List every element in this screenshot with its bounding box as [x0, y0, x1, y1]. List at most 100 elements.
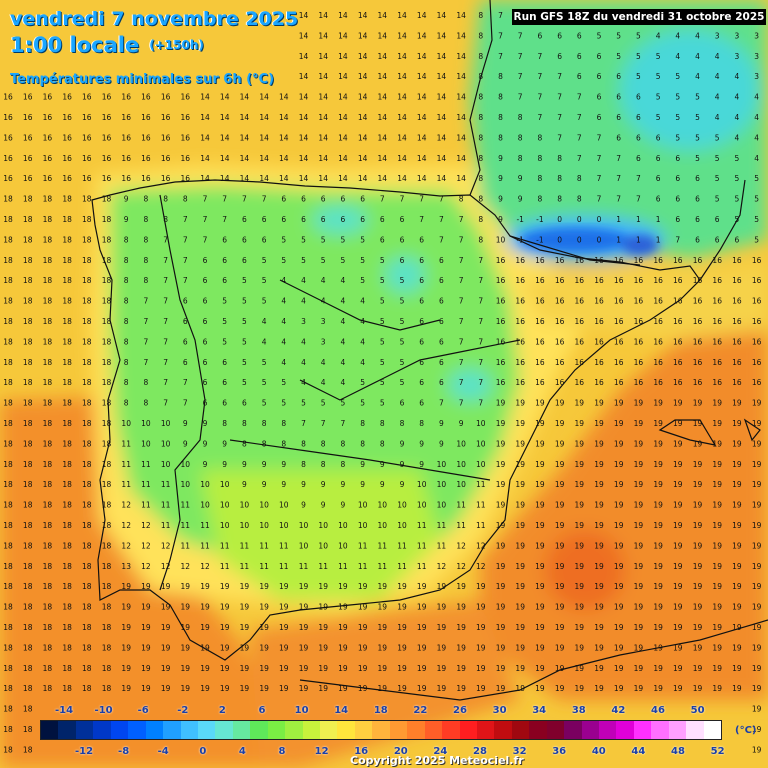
- svg-text:19: 19: [752, 623, 762, 632]
- svg-text:16: 16: [82, 154, 92, 163]
- svg-text:7: 7: [597, 195, 602, 204]
- svg-text:8: 8: [400, 419, 405, 428]
- svg-text:6: 6: [675, 174, 680, 183]
- svg-text:19: 19: [653, 643, 663, 652]
- svg-text:6: 6: [281, 195, 286, 204]
- svg-text:14: 14: [437, 72, 447, 81]
- svg-text:18: 18: [43, 562, 53, 571]
- svg-text:18: 18: [62, 623, 72, 632]
- svg-text:11: 11: [358, 541, 368, 550]
- svg-text:7: 7: [163, 337, 168, 346]
- color-swatch: [616, 721, 634, 739]
- svg-text:14: 14: [259, 113, 269, 122]
- scale-label-lower: 0: [199, 746, 207, 757]
- svg-text:16: 16: [23, 93, 33, 102]
- scale-label-upper: 46: [651, 705, 665, 716]
- svg-text:7: 7: [144, 297, 149, 306]
- svg-text:6: 6: [636, 113, 641, 122]
- svg-text:11: 11: [279, 541, 289, 550]
- svg-text:18: 18: [82, 603, 92, 612]
- svg-text:10: 10: [358, 501, 368, 510]
- field-title: Températures minimales sur 6h (°C): [10, 72, 275, 87]
- svg-text:6: 6: [222, 378, 227, 387]
- svg-text:6: 6: [341, 195, 346, 204]
- color-swatch: [529, 721, 547, 739]
- svg-text:18: 18: [62, 521, 72, 530]
- temperature-values-overlay: 14 14 14 14 14 14 14 14 14 8 714 14 14 14 14 14 14 14 14 8 7…: [3, 11, 761, 754]
- svg-text:16: 16: [752, 256, 762, 265]
- svg-text:19: 19: [161, 643, 171, 652]
- svg-text:1: 1: [616, 215, 621, 224]
- svg-text:16: 16: [575, 358, 585, 367]
- svg-text:19: 19: [515, 541, 525, 550]
- svg-text:14: 14: [299, 133, 309, 142]
- svg-text:19: 19: [732, 582, 742, 591]
- svg-text:18: 18: [43, 439, 53, 448]
- svg-text:19: 19: [181, 684, 191, 693]
- svg-text:16: 16: [614, 256, 624, 265]
- color-swatch: [407, 721, 425, 739]
- svg-text:18: 18: [23, 399, 33, 408]
- svg-text:16: 16: [535, 317, 545, 326]
- svg-text:18: 18: [3, 643, 13, 652]
- svg-text:19: 19: [437, 643, 447, 652]
- svg-text:18: 18: [62, 562, 72, 571]
- svg-text:6: 6: [203, 337, 208, 346]
- svg-text:18: 18: [23, 419, 33, 428]
- svg-text:8: 8: [360, 419, 365, 428]
- svg-text:18: 18: [102, 603, 112, 612]
- svg-text:18: 18: [23, 195, 33, 204]
- svg-text:5: 5: [656, 93, 661, 102]
- svg-text:6: 6: [419, 358, 424, 367]
- svg-text:6: 6: [616, 133, 621, 142]
- svg-text:18: 18: [82, 256, 92, 265]
- svg-text:19: 19: [515, 603, 525, 612]
- svg-text:18: 18: [3, 562, 13, 571]
- svg-text:19: 19: [653, 541, 663, 550]
- svg-text:18: 18: [43, 480, 53, 489]
- svg-text:16: 16: [43, 174, 53, 183]
- svg-text:19: 19: [161, 664, 171, 673]
- svg-text:19: 19: [653, 399, 663, 408]
- svg-text:4: 4: [301, 297, 306, 306]
- svg-text:16: 16: [752, 297, 762, 306]
- svg-text:6: 6: [419, 399, 424, 408]
- local-time: 1:00 locale: [10, 33, 140, 57]
- svg-text:19: 19: [456, 684, 466, 693]
- svg-text:16: 16: [693, 256, 703, 265]
- svg-text:19: 19: [673, 501, 683, 510]
- svg-text:11: 11: [397, 562, 407, 571]
- svg-text:7: 7: [478, 256, 483, 265]
- svg-text:19: 19: [437, 582, 447, 591]
- svg-text:19: 19: [693, 521, 703, 530]
- svg-text:19: 19: [594, 541, 604, 550]
- svg-text:19: 19: [338, 684, 348, 693]
- svg-text:19: 19: [693, 562, 703, 571]
- svg-text:5: 5: [360, 378, 365, 387]
- svg-text:5: 5: [242, 276, 247, 285]
- svg-text:8: 8: [538, 154, 543, 163]
- svg-text:16: 16: [23, 154, 33, 163]
- svg-text:13: 13: [121, 562, 131, 571]
- svg-text:14: 14: [397, 133, 407, 142]
- svg-text:19: 19: [535, 439, 545, 448]
- svg-text:7: 7: [518, 93, 523, 102]
- svg-text:14: 14: [437, 113, 447, 122]
- svg-text:11: 11: [437, 521, 447, 530]
- svg-text:6: 6: [439, 276, 444, 285]
- svg-text:14: 14: [456, 154, 466, 163]
- svg-text:19: 19: [634, 684, 644, 693]
- svg-text:6: 6: [222, 358, 227, 367]
- color-swatch: [442, 721, 460, 739]
- svg-text:5: 5: [222, 337, 227, 346]
- scale-label-lower: 12: [314, 746, 329, 757]
- svg-text:3: 3: [754, 52, 759, 61]
- svg-text:9: 9: [360, 480, 365, 489]
- svg-text:7: 7: [419, 215, 424, 224]
- svg-text:8: 8: [124, 337, 129, 346]
- svg-text:8: 8: [124, 399, 129, 408]
- svg-text:8: 8: [498, 133, 503, 142]
- svg-text:14: 14: [437, 93, 447, 102]
- svg-text:19: 19: [653, 501, 663, 510]
- svg-text:14: 14: [259, 93, 269, 102]
